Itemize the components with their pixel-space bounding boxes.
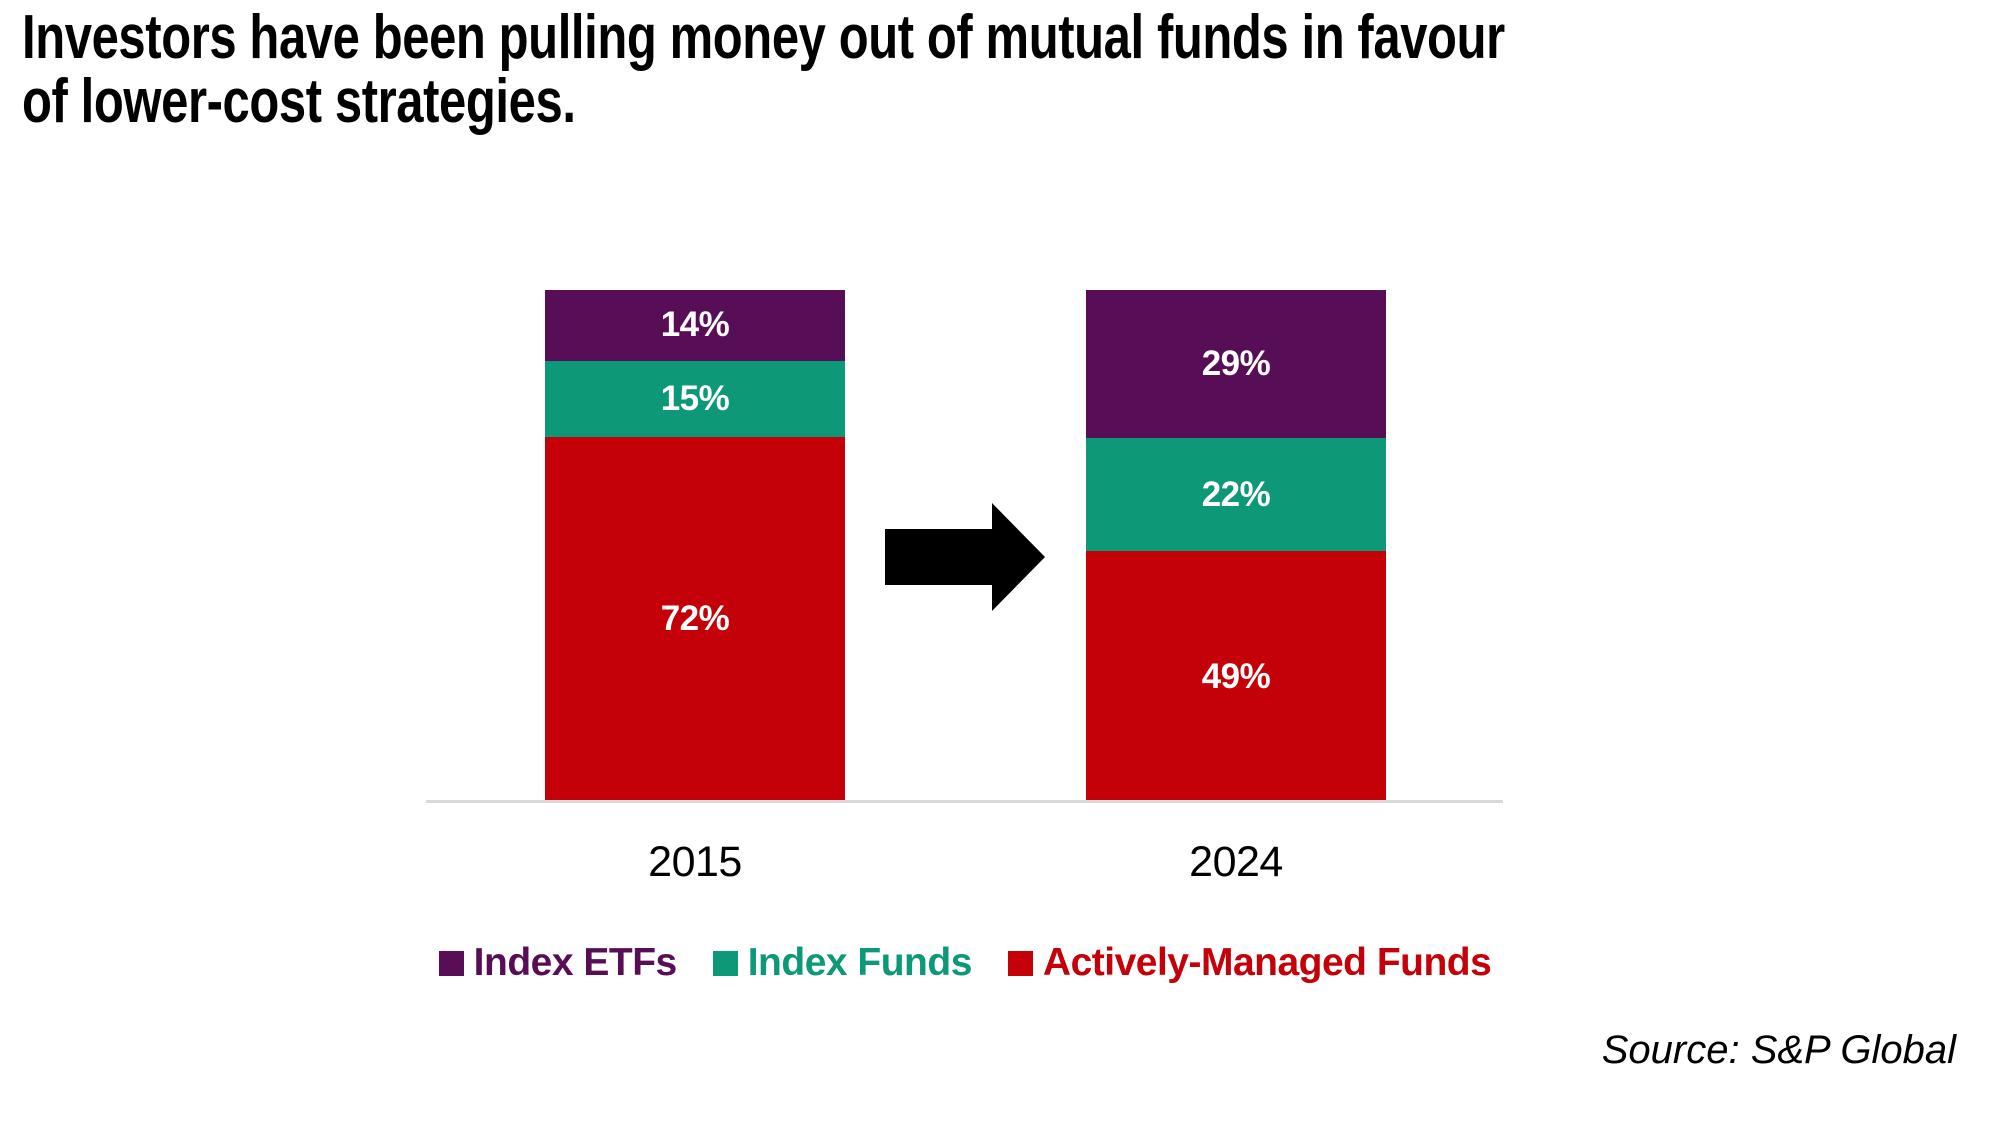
legend-swatch-icon <box>712 950 738 976</box>
segment-value-label: 72% <box>660 599 730 639</box>
segment-value-label: 15% <box>660 378 730 418</box>
legend-swatch-icon <box>1007 950 1033 976</box>
x-axis-label-2015: 2015 <box>648 838 742 886</box>
segment-value-label: 49% <box>1201 656 1271 696</box>
x-axis-line <box>426 800 1503 803</box>
source-attribution: Source: S&P Global <box>1601 1028 1956 1072</box>
right-arrow-icon <box>885 503 1045 611</box>
legend-item-actively-managed-funds: Actively-Managed Funds <box>1007 941 1492 985</box>
legend-swatch-icon <box>438 950 464 976</box>
legend-label: Actively-Managed Funds <box>1042 941 1492 984</box>
segment-value-label: 14% <box>660 305 730 345</box>
stacked-bar-2024: 29% 22% 49% <box>1086 290 1386 802</box>
stacked-bar-2015: 14% 15% 72% <box>545 290 845 802</box>
segment-value-label: 29% <box>1201 344 1271 384</box>
legend-label: Index ETFs <box>473 941 678 984</box>
legend-label: Index Funds <box>747 941 973 984</box>
title-line-1: Investors have been pulling money out of… <box>22 3 1505 72</box>
x-axis-label-2024: 2024 <box>1189 838 1283 886</box>
legend-item-index-etfs: Index ETFs <box>438 941 678 985</box>
chart-legend: Index ETFs Index Funds Actively-Managed Fu… <box>426 941 1504 985</box>
title-line-2: of lower-cost strategies. <box>22 67 576 137</box>
segment-actively-managed-funds-2015: 72% <box>545 437 845 802</box>
segment-actively-managed-funds-2024: 49% <box>1086 551 1386 802</box>
segment-index-funds-2024: 22% <box>1086 438 1386 552</box>
segment-index-funds-2015: 15% <box>545 360 845 437</box>
segment-value-label: 22% <box>1201 474 1271 514</box>
page-title: Investors have been pulling money out of… <box>22 3 1505 137</box>
segment-index-etfs-2024: 29% <box>1086 290 1386 439</box>
legend-item-index-funds: Index Funds <box>712 941 973 985</box>
segment-index-etfs-2015: 14% <box>545 290 845 361</box>
